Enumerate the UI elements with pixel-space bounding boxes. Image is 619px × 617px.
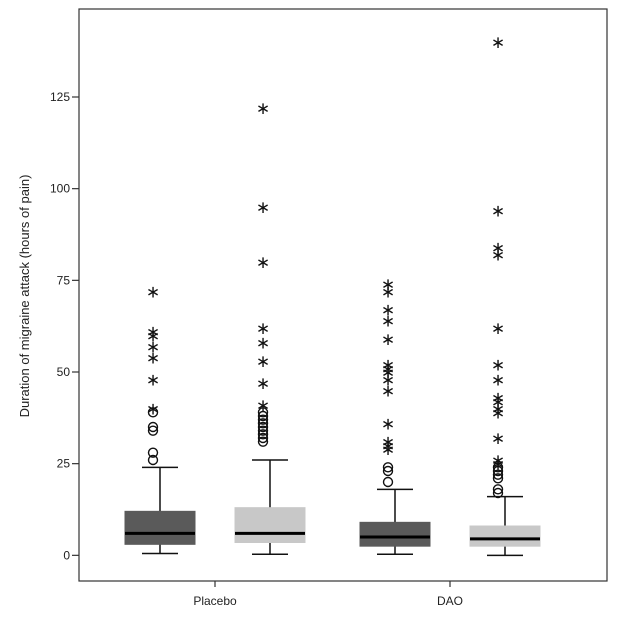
y-tick-label: 0 bbox=[63, 548, 70, 562]
extreme-point: ∗ bbox=[381, 363, 395, 383]
extreme-point: ∗ bbox=[491, 202, 505, 222]
y-axis-title: Duration of migraine attack (hours of pa… bbox=[17, 175, 32, 418]
box-placebo-dark: ∗∗∗∗∗∗∗ bbox=[124, 282, 196, 555]
outlier-point bbox=[257, 429, 269, 440]
extreme-point: ∗ bbox=[381, 414, 395, 434]
outlier-point bbox=[147, 454, 159, 466]
box-iqr bbox=[469, 525, 541, 547]
extreme-point: ∗ bbox=[381, 356, 395, 376]
extreme-point: ∗ bbox=[381, 359, 395, 379]
extreme-point: ∗ bbox=[491, 403, 505, 423]
extreme-point: ∗ bbox=[381, 370, 395, 390]
y-tick-label: 25 bbox=[57, 457, 71, 471]
extreme-point: ∗ bbox=[491, 389, 505, 409]
outlier-point bbox=[147, 447, 159, 458]
extreme-point: ∗ bbox=[381, 301, 395, 321]
extreme-point: ∗ bbox=[491, 370, 505, 390]
extreme-point: ∗ bbox=[491, 319, 505, 339]
extreme-point: ∗ bbox=[491, 429, 505, 449]
box-iqr bbox=[234, 507, 306, 543]
extreme-point: ∗ bbox=[146, 323, 160, 343]
extreme-point: ∗ bbox=[381, 330, 395, 350]
box-iqr bbox=[124, 510, 196, 545]
extreme-point: ∗ bbox=[491, 455, 505, 475]
outlier-point bbox=[147, 407, 159, 418]
box-placebo-light: ∗∗∗∗∗∗∗∗ bbox=[234, 99, 306, 555]
extreme-point: ∗ bbox=[256, 319, 270, 339]
boxes: ∗∗∗∗∗∗∗∗∗∗∗∗∗∗∗∗∗∗∗∗∗∗∗∗∗∗∗∗∗∗∗∗∗∗∗∗∗∗∗∗… bbox=[124, 33, 541, 557]
outlier-point bbox=[492, 469, 504, 480]
outlier-point bbox=[147, 421, 159, 433]
outlier-point bbox=[492, 473, 504, 484]
extreme-point: ∗ bbox=[381, 433, 395, 453]
extreme-point: ∗ bbox=[256, 253, 270, 273]
y-tick-label: 100 bbox=[50, 182, 70, 196]
extreme-point: ∗ bbox=[381, 275, 395, 295]
outlier-point bbox=[147, 425, 159, 436]
outlier-point bbox=[257, 410, 269, 422]
extreme-point: ∗ bbox=[491, 451, 505, 471]
outlier-point bbox=[382, 476, 394, 488]
x-tick-label: Placebo bbox=[193, 594, 237, 608]
extreme-point: ∗ bbox=[146, 337, 160, 357]
extreme-point: ∗ bbox=[146, 370, 160, 390]
extreme-point: ∗ bbox=[381, 312, 395, 332]
outlier-point bbox=[492, 465, 504, 477]
extreme-point: ∗ bbox=[381, 436, 395, 456]
outlier-point bbox=[257, 414, 269, 425]
extreme-point: ∗ bbox=[491, 33, 505, 53]
outlier-point bbox=[257, 418, 269, 429]
extreme-point: ∗ bbox=[146, 282, 160, 302]
plot-frame bbox=[78, 8, 608, 582]
extreme-point: ∗ bbox=[146, 400, 160, 420]
y-tick-label: 75 bbox=[57, 273, 71, 287]
outlier-point bbox=[492, 462, 504, 473]
y-tick-label: 125 bbox=[50, 90, 70, 104]
extreme-point: ∗ bbox=[256, 374, 270, 394]
extreme-point: ∗ bbox=[491, 356, 505, 376]
extreme-point: ∗ bbox=[256, 198, 270, 218]
extreme-point: ∗ bbox=[381, 440, 395, 460]
outlier-point bbox=[257, 407, 269, 418]
y-axis: 0 25 50 75 100 125 bbox=[50, 90, 79, 562]
extreme-point: ∗ bbox=[256, 99, 270, 119]
x-tick-label: DAO bbox=[437, 594, 463, 608]
box-iqr bbox=[359, 521, 431, 547]
outlier-point bbox=[382, 462, 394, 473]
extreme-point: ∗ bbox=[381, 381, 395, 401]
outlier-point bbox=[492, 484, 504, 495]
extreme-point: ∗ bbox=[256, 334, 270, 354]
extreme-point: ∗ bbox=[256, 352, 270, 372]
extreme-point: ∗ bbox=[491, 400, 505, 420]
outlier-point bbox=[382, 465, 394, 477]
extreme-point: ∗ bbox=[491, 246, 505, 266]
extreme-point: ∗ bbox=[381, 282, 395, 302]
outlier-point bbox=[257, 436, 269, 447]
outlier-point bbox=[257, 432, 269, 444]
y-tick-label: 50 bbox=[57, 365, 71, 379]
extreme-point: ∗ bbox=[146, 326, 160, 346]
extreme-point: ∗ bbox=[256, 396, 270, 416]
extreme-point: ∗ bbox=[491, 392, 505, 412]
box-dao-light: ∗∗∗∗∗∗∗∗∗∗∗∗∗∗ bbox=[469, 33, 541, 557]
extreme-point: ∗ bbox=[491, 238, 505, 258]
x-axis: Placebo DAO bbox=[193, 581, 463, 608]
outlier-point bbox=[492, 487, 504, 499]
outlier-point bbox=[257, 425, 269, 436]
outlier-point bbox=[257, 421, 269, 433]
extreme-point: ∗ bbox=[146, 348, 160, 368]
box-dao-dark: ∗∗∗∗∗∗∗∗∗∗∗∗∗∗ bbox=[359, 275, 431, 555]
